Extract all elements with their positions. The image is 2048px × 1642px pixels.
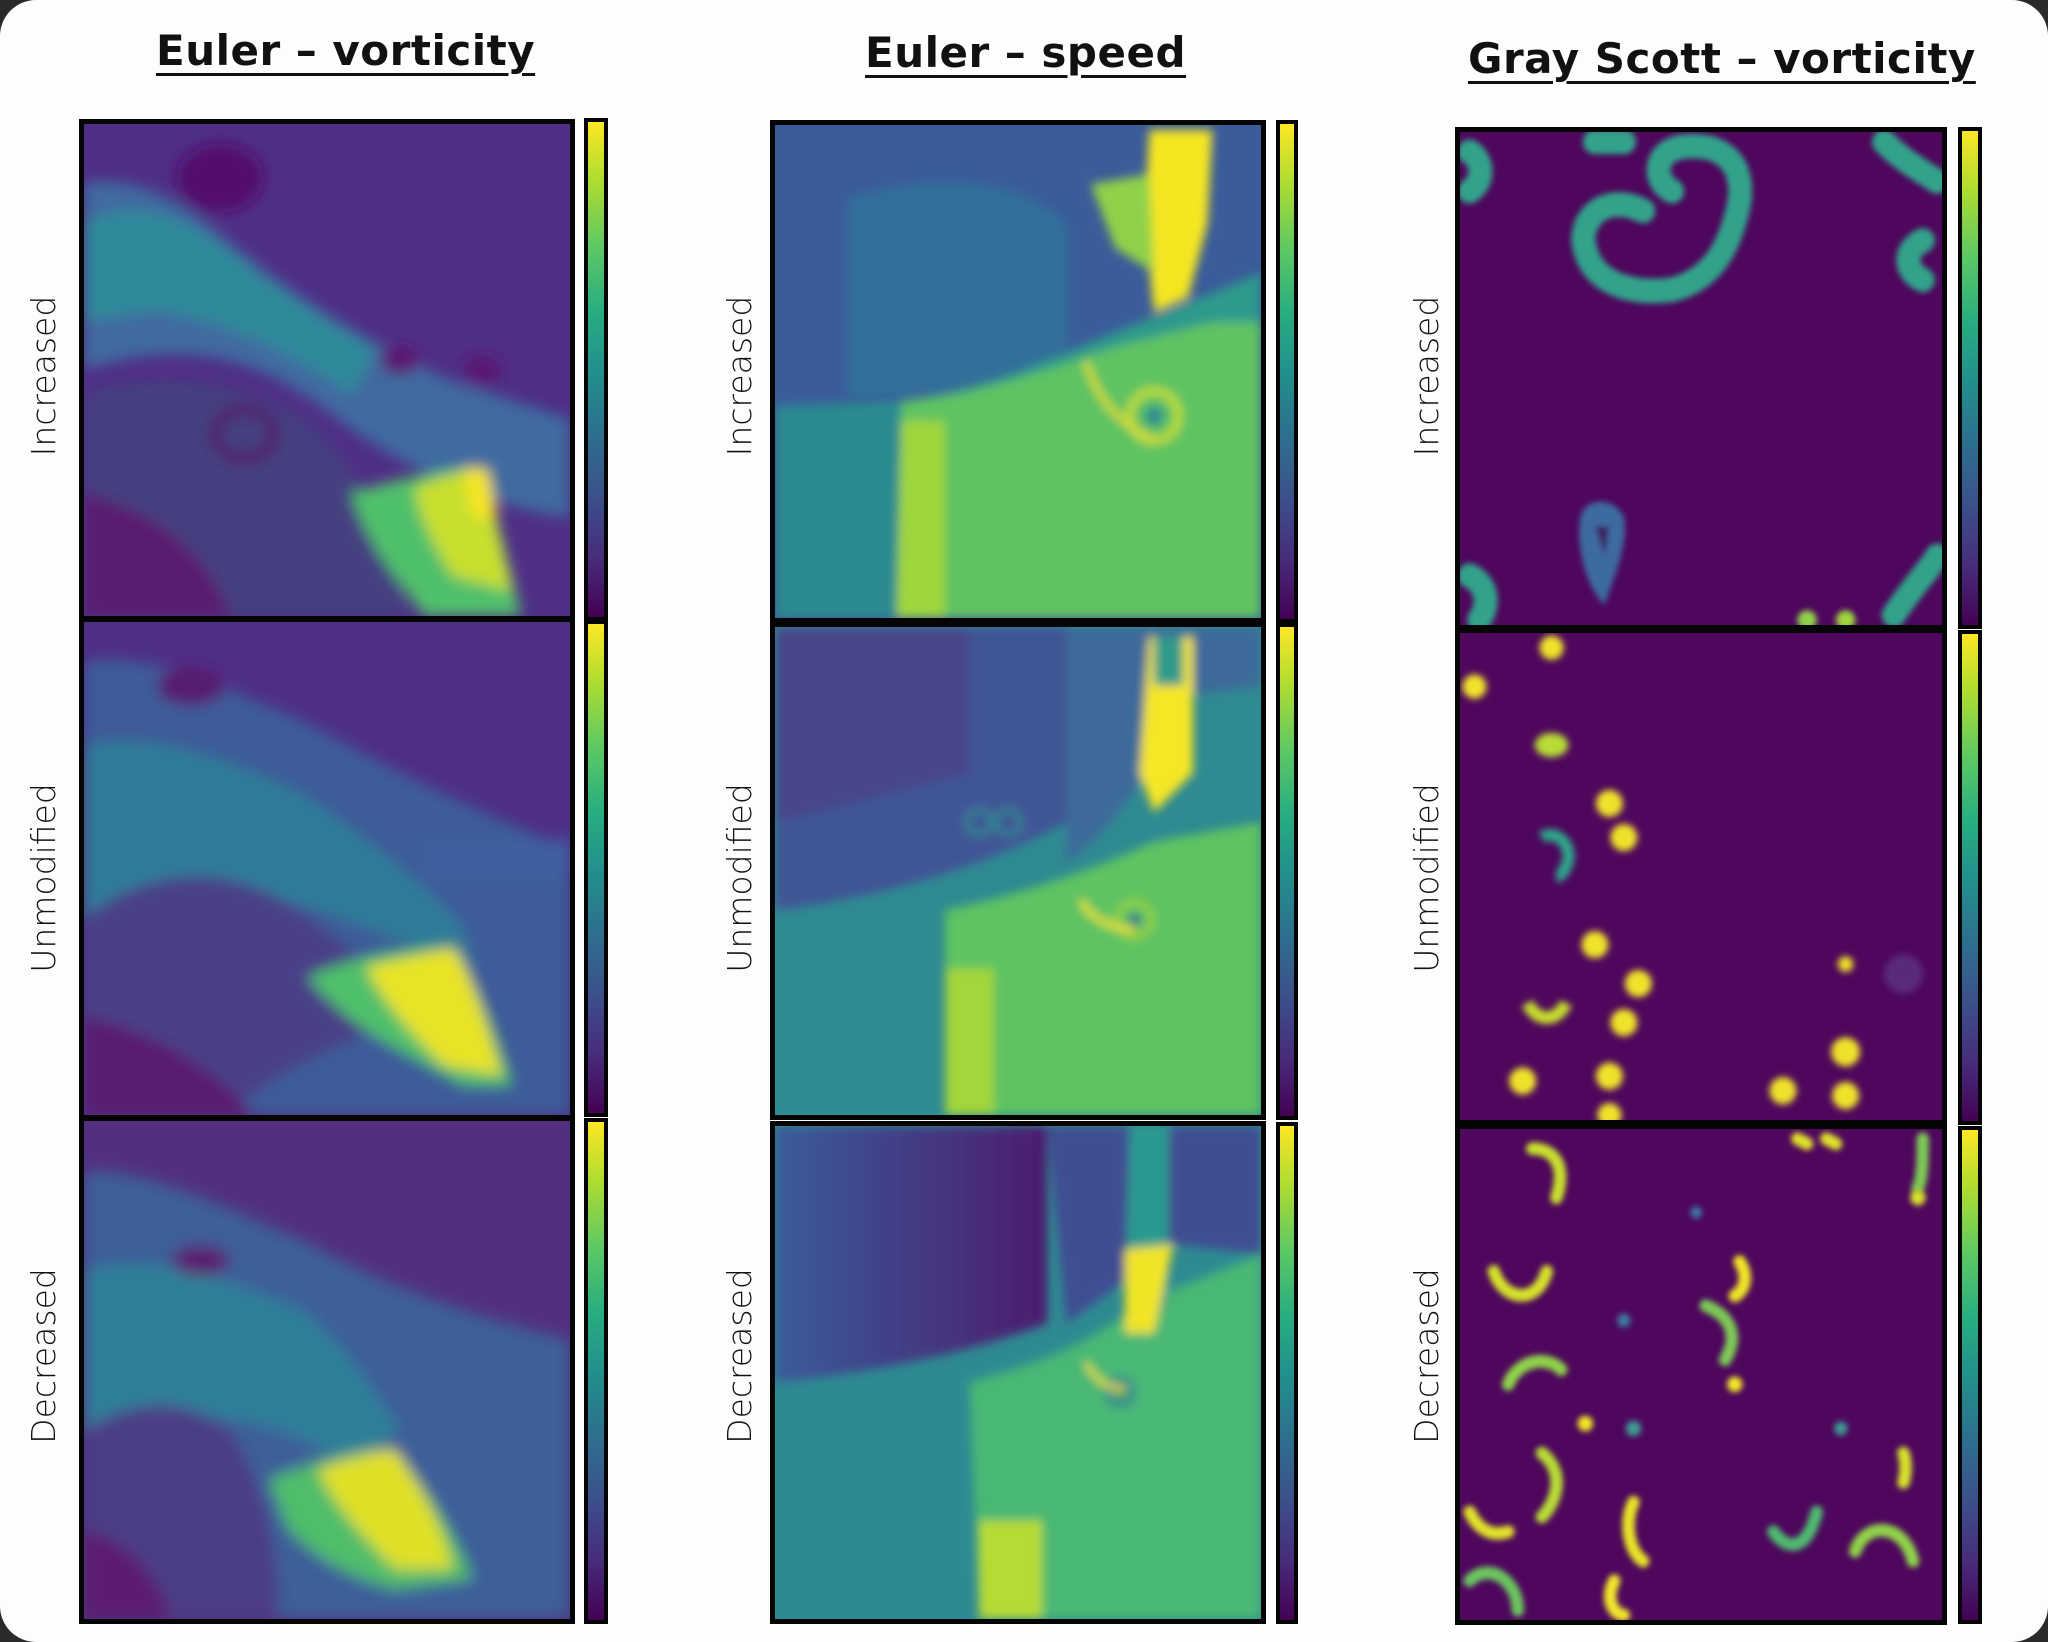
- row-label-decreased: Decreased: [1407, 1268, 1446, 1444]
- column-title-euler-speed: Euler – speed: [865, 28, 1187, 77]
- row-label-unmodified: Unmodified: [720, 783, 759, 973]
- colorbar-euler-speed-increased: [1276, 120, 1298, 623]
- colorbar-gray-scott-vorticity-unmodified: [1958, 630, 1982, 1125]
- heatmap-euler-vorticity-increased: [79, 119, 575, 621]
- row-label-increased: Increased: [1407, 295, 1446, 457]
- colorbar-euler-speed-decreased: [1276, 1122, 1298, 1624]
- column-title-gray-scott-vorticity: Gray Scott – vorticity: [1468, 34, 1976, 83]
- row-label-decreased: Decreased: [24, 1268, 63, 1444]
- column-title-euler-vorticity: Euler – vorticity: [156, 26, 536, 75]
- colorbar-gray-scott-vorticity-increased: [1958, 127, 1982, 629]
- row-label-increased: Increased: [720, 295, 759, 457]
- row-label-unmodified: Unmodified: [24, 783, 63, 973]
- heatmap-gray-scott-vorticity-increased: [1455, 127, 1947, 630]
- colorbar-euler-vorticity-unmodified: [584, 620, 608, 1117]
- row-label-decreased: Decreased: [720, 1268, 759, 1444]
- heatmap-euler-speed-decreased: [770, 1121, 1266, 1624]
- heatmap-euler-vorticity-decreased: [79, 1116, 575, 1624]
- heatmap-euler-vorticity-unmodified: [79, 617, 575, 1120]
- heatmap-euler-speed-increased: [770, 120, 1266, 623]
- row-label-increased: Increased: [24, 295, 63, 457]
- colorbar-gray-scott-vorticity-decreased: [1958, 1126, 1982, 1624]
- colorbar-euler-vorticity-increased: [584, 118, 608, 621]
- colorbar-euler-vorticity-decreased: [584, 1118, 608, 1624]
- heatmap-gray-scott-vorticity-decreased: [1455, 1124, 1947, 1625]
- heatmap-gray-scott-vorticity-unmodified: [1455, 628, 1947, 1125]
- heatmap-euler-speed-unmodified: [770, 622, 1266, 1120]
- row-label-unmodified: Unmodified: [1407, 783, 1446, 973]
- colorbar-euler-speed-unmodified: [1276, 623, 1298, 1120]
